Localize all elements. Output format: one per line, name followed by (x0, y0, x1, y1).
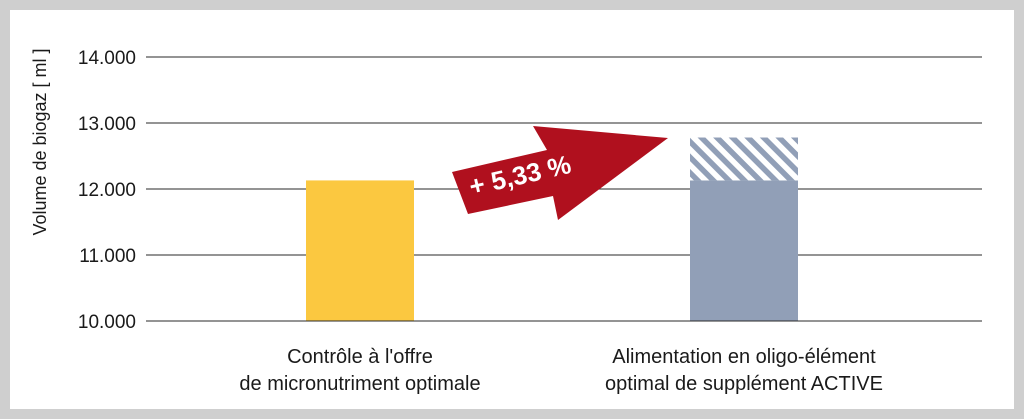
y-tick-label: 11.000 (79, 246, 136, 267)
y-tick-label: 12.000 (78, 180, 136, 201)
increase-arrow-shape (452, 126, 668, 220)
y-axis-label: Volume de biogaz [ ml ] (30, 48, 50, 235)
bar-control (306, 180, 414, 321)
y-tick-label: 13.000 (78, 114, 136, 135)
increase-arrow: + 5,33 % (452, 126, 668, 220)
bars (146, 137, 982, 322)
y-tick-label: 14.000 (78, 48, 136, 69)
category-label: Contrôle à l'offre de micronutriment opti… (239, 346, 480, 395)
category-labels: Contrôle à l'offre de micronutriment opti… (239, 346, 883, 395)
bar-active-increase (690, 137, 798, 181)
category-label-line: optimal de supplément ACTIVE (605, 373, 883, 395)
category-label: Alimentation en oligo-élément optimal de … (605, 346, 883, 395)
y-axis-ticks: 10.000 11.000 12.000 13.000 14.000 (78, 48, 136, 333)
category-label-line: Contrôle à l'offre (287, 346, 433, 368)
bar-active-base (690, 180, 798, 321)
category-label-line: de micronutriment optimale (239, 373, 480, 395)
category-label-line: Alimentation en oligo-élément (612, 346, 876, 368)
y-tick-label: 10.000 (78, 312, 136, 333)
